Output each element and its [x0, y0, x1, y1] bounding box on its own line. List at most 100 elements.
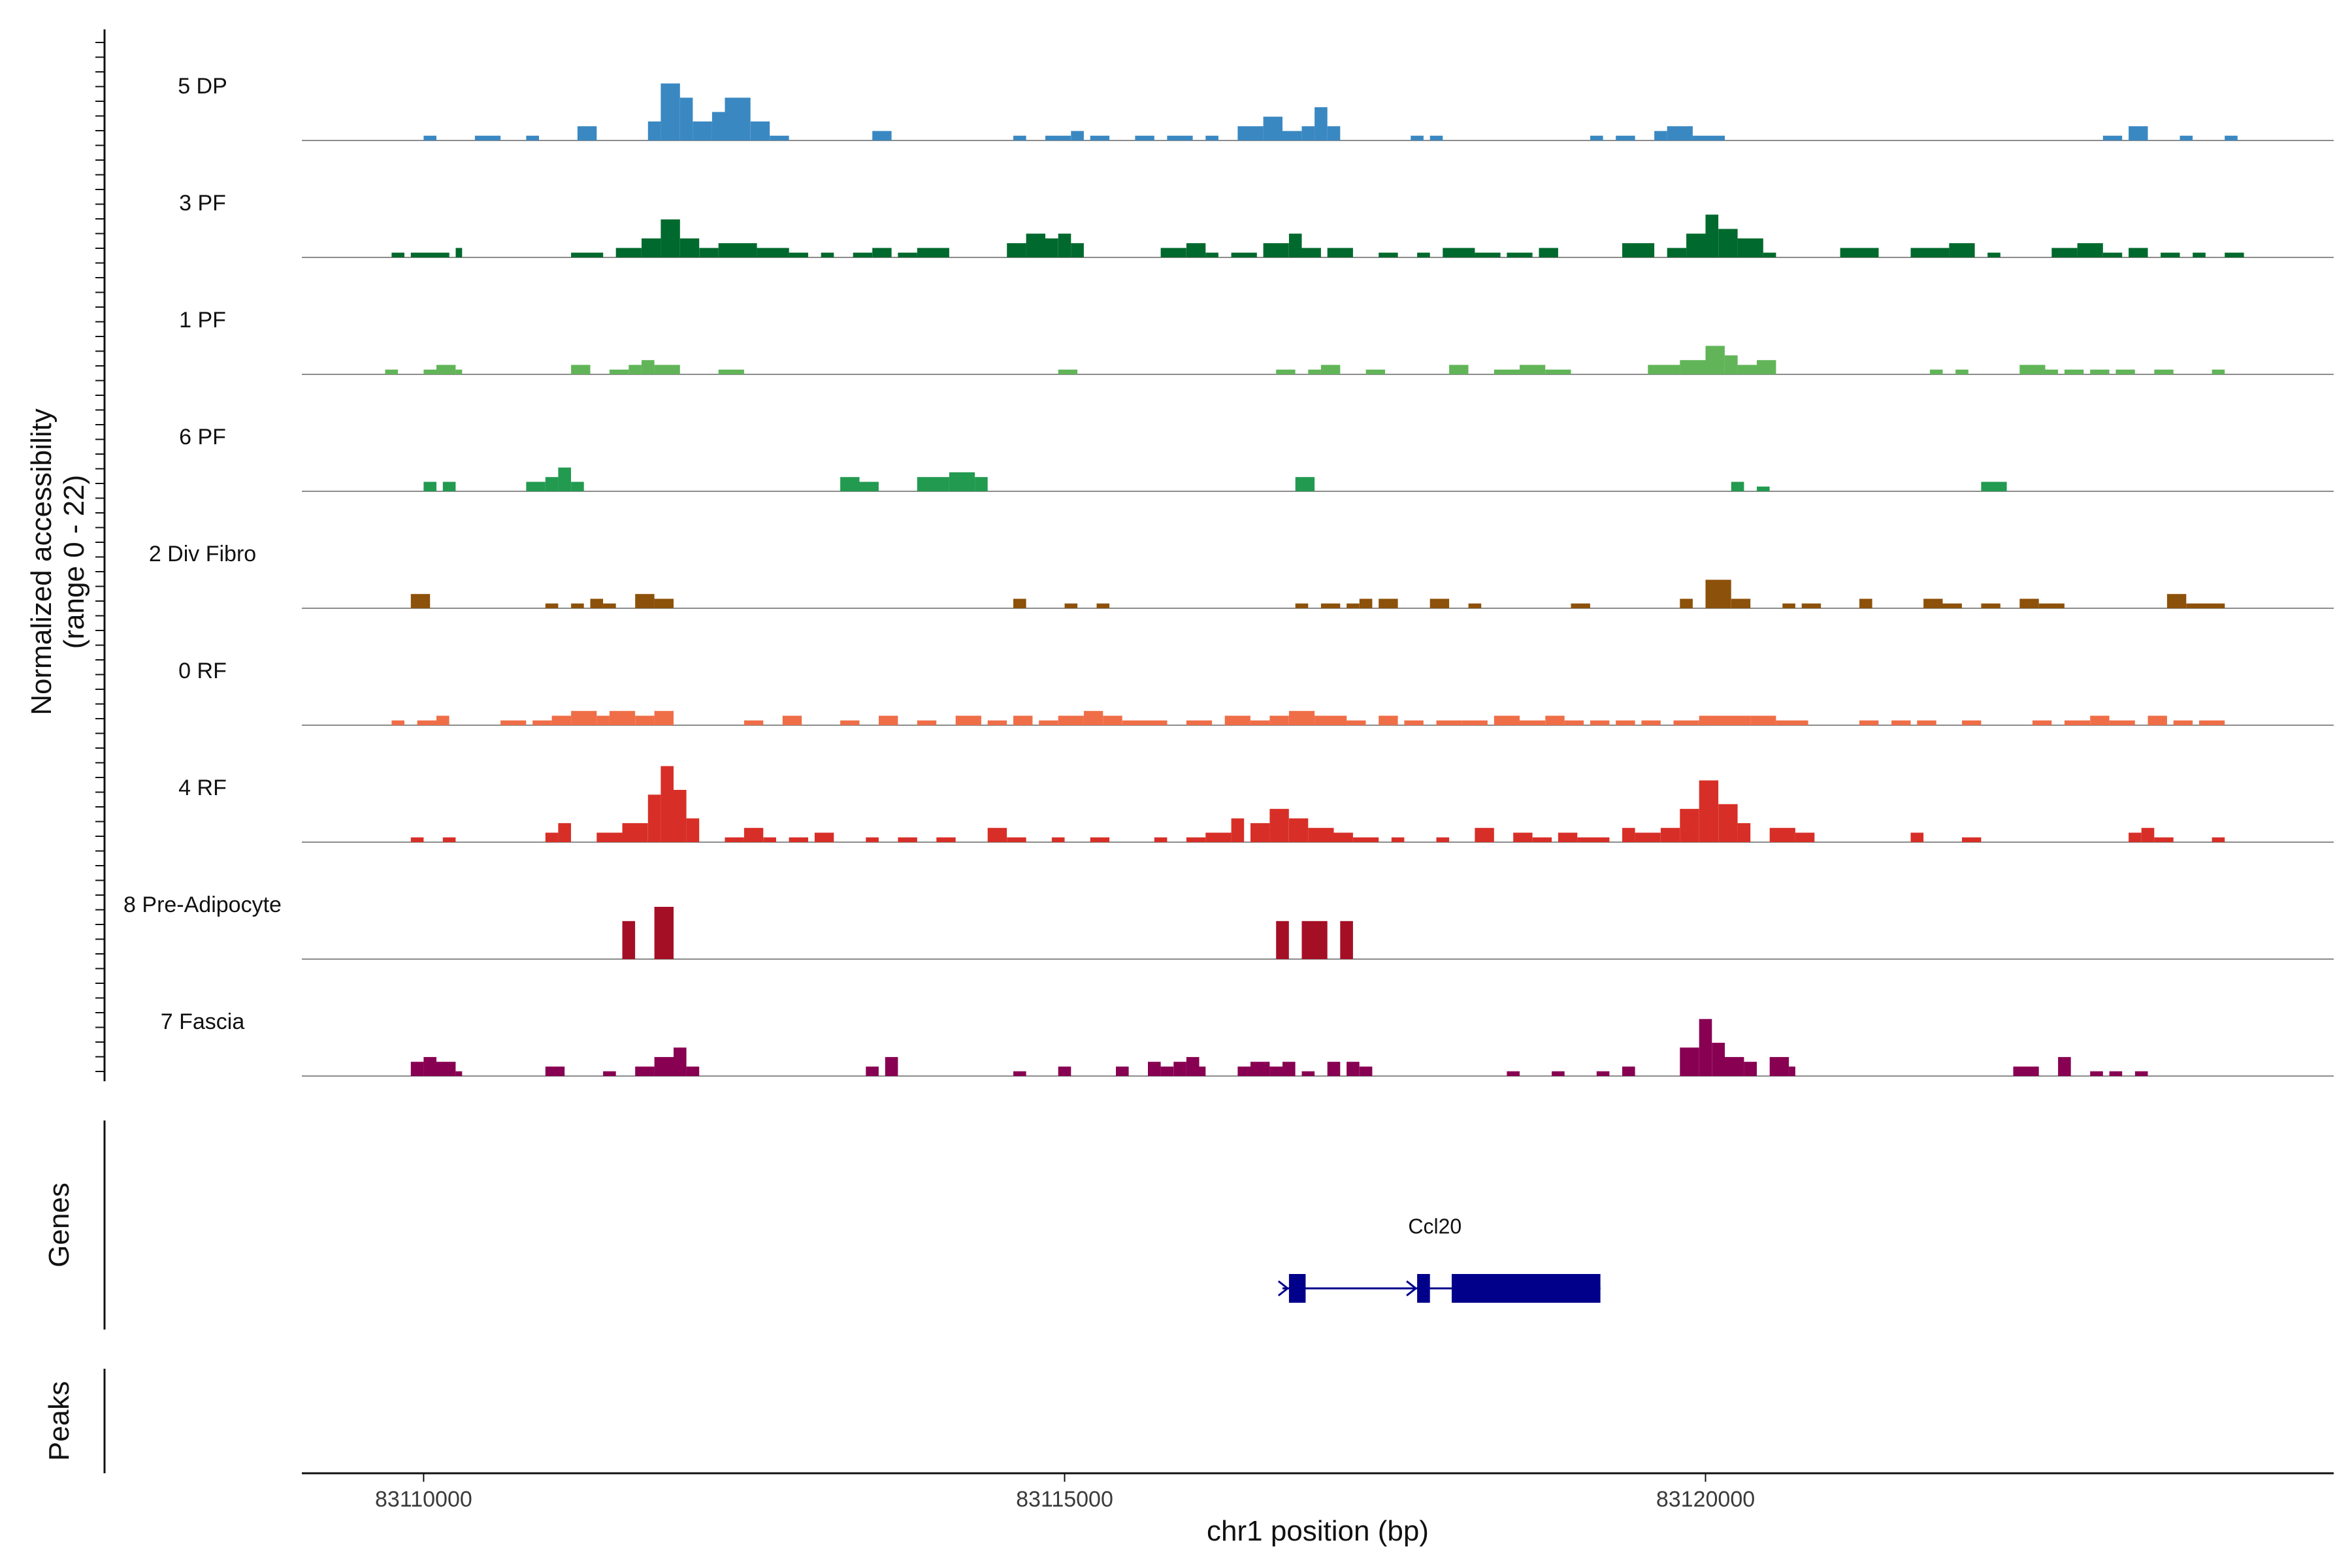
coverage-bin — [423, 1056, 436, 1076]
coverage-bin — [1955, 369, 1968, 374]
coverage-bin — [2109, 720, 2135, 725]
coverage-bin — [647, 121, 661, 140]
coverage-bin — [1039, 720, 1058, 725]
coverage-bin — [1237, 126, 1264, 140]
coverage-bin — [866, 837, 879, 842]
coverage-bin — [455, 248, 463, 257]
coverage-bin — [2129, 832, 2142, 842]
coverage-bin — [1237, 1066, 1250, 1076]
coverage-bin — [1616, 720, 1635, 725]
coverage-bin — [661, 766, 674, 842]
coverage-bin — [763, 837, 776, 842]
coverage-bin — [1859, 598, 1872, 608]
coverage-bin — [1301, 1071, 1315, 1076]
coverage-bin — [1468, 603, 1482, 608]
coverage-bin — [2225, 252, 2244, 257]
coverage-bin — [1494, 369, 1520, 374]
coverage-bin — [1320, 365, 1341, 374]
track-label: 0 RF — [178, 659, 227, 683]
coverage-bin — [442, 482, 456, 491]
coverage-bin — [661, 219, 680, 257]
coverage-bin — [686, 818, 700, 842]
gene-exon — [1417, 1274, 1430, 1303]
track-label: 1 PF — [179, 308, 226, 333]
coverage-bin — [1160, 248, 1186, 257]
coverage-bin — [590, 598, 604, 608]
track-4: 6 PF — [179, 425, 2334, 492]
coverage-bin — [1404, 720, 1424, 725]
coverage-bin — [455, 1071, 463, 1076]
coverage-bin — [725, 97, 751, 140]
coverage-bin — [1353, 837, 1379, 842]
track-label: 5 DP — [178, 74, 227, 99]
coverage-bin — [1763, 252, 1776, 257]
coverage-bin — [1795, 832, 1815, 842]
coverage-bin — [1205, 135, 1218, 140]
coverage-bin — [410, 837, 424, 842]
coverage-bin — [1532, 837, 1552, 842]
coverage-bin — [1667, 248, 1687, 257]
coverage-bin — [596, 715, 610, 725]
coverage-bin — [2141, 828, 2155, 842]
track-label: 7 Fascia — [161, 1009, 245, 1034]
coverage-bin — [1981, 603, 2001, 608]
coverage-bin — [674, 1047, 687, 1076]
coverage-bin — [1379, 598, 1398, 608]
coverage-bin — [1564, 720, 1584, 725]
coverage-bin — [1705, 214, 1719, 257]
coverage-bin — [1622, 1066, 1635, 1076]
coverage-bin — [1520, 365, 1546, 374]
coverage-bin — [654, 365, 680, 374]
coverage-bin — [955, 715, 981, 725]
coverage-bin — [2186, 603, 2225, 608]
coverage-bin — [571, 365, 591, 374]
coverage-bin — [423, 135, 436, 140]
track-label: 4 RF — [178, 776, 227, 800]
coverage-bin — [1295, 477, 1315, 491]
coverage-bin — [1116, 1066, 1129, 1076]
coverage-bin — [2161, 252, 2180, 257]
coverage-bin — [1443, 248, 1475, 257]
coverage-bin — [622, 921, 636, 959]
coverage-bin — [1173, 1062, 1186, 1076]
coverage-bin — [1411, 135, 1424, 140]
coverage-bin — [699, 248, 719, 257]
coverage-bin — [1301, 248, 1321, 257]
coverage-bin — [558, 823, 571, 842]
coverage-bin — [2166, 594, 2187, 608]
coverage-bin — [635, 1066, 655, 1076]
coverage-bin — [1282, 1062, 1296, 1076]
coverage-bin — [679, 238, 700, 257]
coverage-bin — [558, 467, 571, 491]
coverage-bin — [1429, 135, 1443, 140]
coverage-bin — [1987, 252, 2001, 257]
coverage-bin — [410, 252, 449, 257]
coverage-bin — [1731, 482, 1744, 491]
coverage-bin — [1635, 832, 1661, 842]
coverage-bin — [1769, 1056, 1789, 1076]
coverage-bin — [1789, 1066, 1795, 1076]
coverage-bin — [1692, 135, 1725, 140]
coverage-bin — [1513, 832, 1533, 842]
coverage-bin — [1680, 598, 1693, 608]
coverage-bin — [654, 598, 674, 608]
coverage-bin — [1058, 1066, 1071, 1076]
coverage-bin — [1333, 832, 1353, 842]
coverage-bin — [1250, 1062, 1270, 1076]
coverage-bin — [635, 594, 655, 608]
coverage-bin — [1782, 603, 1795, 608]
coverage-bin — [609, 369, 629, 374]
track-8: 8 Pre-Adipocyte — [123, 892, 2334, 960]
coverage-bin — [1776, 720, 1808, 725]
coverage-bin — [2013, 1066, 2039, 1076]
coverage-bin — [2193, 252, 2206, 257]
coverage-bin — [2019, 598, 2039, 608]
coverage-bin — [1757, 486, 1770, 491]
coverage-bin — [2090, 715, 2110, 725]
coverage-bin — [1737, 238, 1763, 257]
coverage-bin — [2032, 720, 2052, 725]
coverage-bin — [629, 365, 642, 374]
track-label: 8 Pre-Adipocyte — [123, 892, 282, 917]
track-6: 0 RF — [178, 659, 2334, 726]
coverage-bin — [1910, 248, 1950, 257]
